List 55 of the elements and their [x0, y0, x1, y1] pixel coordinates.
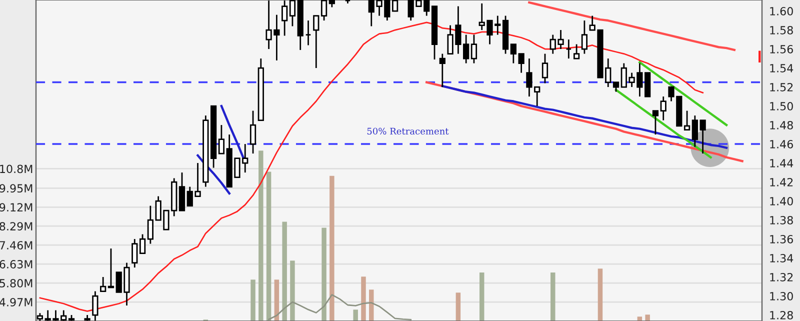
- y-tick-label: 1.50: [770, 102, 793, 110]
- line-series: [638, 61, 728, 126]
- candlestick: [542, 53, 548, 84]
- candlestick: [463, 34, 470, 64]
- candlestick: [470, 34, 478, 64]
- candlestick: [566, 38, 572, 60]
- y2-tick-label: 5.80M: [0, 279, 32, 288]
- candlestick: [644, 72, 651, 98]
- y2-tick-label: 10.8M: [0, 164, 32, 174]
- y-tick-label: 1.38: [770, 216, 793, 224]
- y2-tick-label: 7.46M: [0, 241, 32, 250]
- y-tick-label: 1.56: [770, 44, 793, 54]
- candlestick: [313, 15, 320, 69]
- y-tick-label: 1.48: [770, 120, 793, 130]
- candlestick: [684, 110, 690, 130]
- candlestick: [510, 44, 516, 64]
- y-tick-label: 1.30: [770, 292, 793, 300]
- candlestick: [573, 44, 580, 60]
- candlestick: [612, 82, 620, 92]
- y-tick-label: 1.46: [770, 140, 793, 148]
- candlestick: [692, 114, 698, 148]
- y-tick-label: 1.36: [770, 234, 793, 244]
- line-series: [528, 1, 736, 52]
- candlestick: [108, 248, 114, 288]
- y-tick-label: 1.34: [770, 254, 794, 262]
- y-tick-label: 1.52: [770, 82, 793, 92]
- y2-tick-label: 6.63M: [0, 260, 32, 268]
- candlestick: [100, 276, 106, 292]
- candlestick: [581, 20, 588, 54]
- candlestick: [660, 96, 666, 121]
- candlestick: [518, 53, 524, 74]
- candlestick: [147, 205, 154, 244]
- y-tick-label: 1.44: [770, 159, 794, 168]
- y-tick-label: 1.28: [770, 310, 793, 320]
- annotation: 50% Retracement: [367, 128, 449, 135]
- candlestick: [700, 120, 706, 154]
- y-tick-label: 1.40: [770, 196, 793, 206]
- candlestick: [139, 234, 146, 254]
- y-tick-label: 1.54: [770, 64, 794, 72]
- candlestick: [250, 110, 256, 154]
- candlestick: [132, 238, 138, 268]
- y2-tick-label: 9.95M: [0, 184, 32, 193]
- y2-tick-label: 9.12M: [0, 203, 32, 212]
- y-tick-label: 1.32: [770, 272, 793, 282]
- y-tick-label: 1.42: [770, 178, 793, 186]
- candlestick: [439, 53, 446, 88]
- y2-tick-label: 8.29M: [0, 222, 32, 230]
- candlestick: [652, 110, 659, 136]
- candlestick: [218, 124, 225, 154]
- line-series: [268, 294, 412, 320]
- candlestick: [305, 20, 312, 46]
- y-tick-label: 1.60: [770, 6, 793, 16]
- line-series: [196, 154, 230, 195]
- candlestick: [178, 172, 186, 212]
- y-tick-label: 1.58: [770, 26, 793, 34]
